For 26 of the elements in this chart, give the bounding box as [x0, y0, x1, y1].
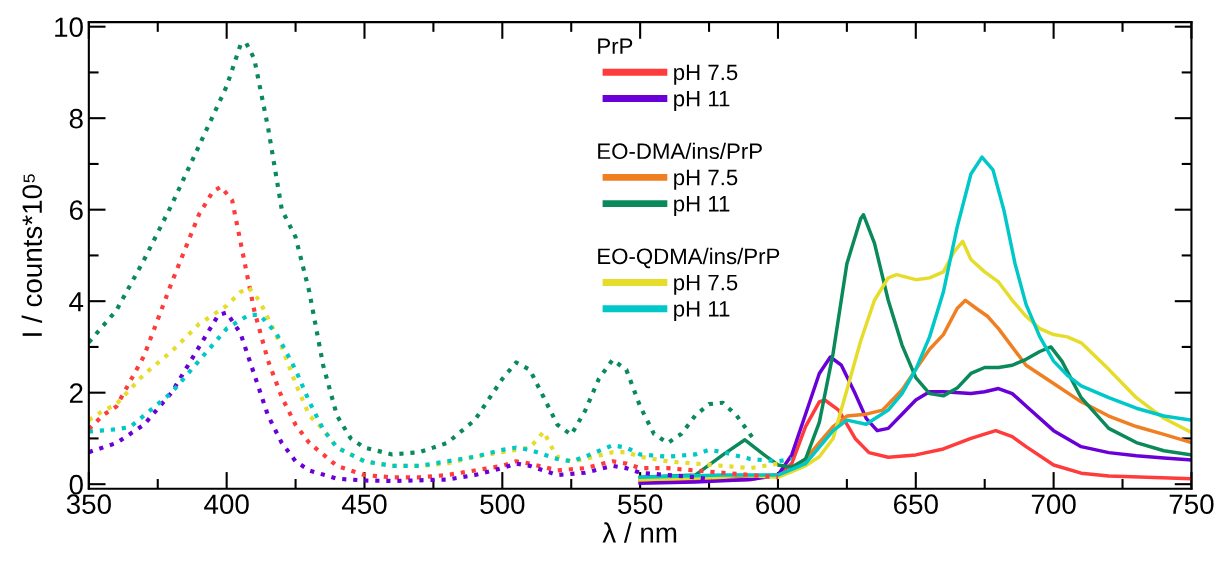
- x-tick-label: 450: [341, 494, 387, 515]
- x-tick-label: 600: [756, 494, 801, 515]
- y-tick-label: 0: [69, 474, 83, 495]
- annotation: EO-DMA/ins/PrP: [598, 142, 762, 160]
- annotation: EO-QDMA/ins/PrP: [598, 247, 780, 269]
- legend-label: pH 7.5: [674, 64, 738, 85]
- y-tick-label: 4: [69, 292, 84, 312]
- x-tick-label: 550: [618, 494, 663, 515]
- legend-label: pH 7.5: [674, 274, 738, 295]
- y-tick-label: 8: [69, 108, 83, 129]
- x-tick-label: 650: [894, 494, 938, 515]
- x-tick-label: 700: [1031, 494, 1076, 515]
- x-tick-label: 500: [480, 494, 525, 515]
- x-tick-label: 350: [66, 494, 111, 515]
- legend-label: pH 11: [674, 301, 730, 322]
- legend-label: pH 11: [674, 196, 730, 217]
- legend-label: pH 7.5: [674, 169, 738, 190]
- x-axis-title: λ / nm: [602, 522, 677, 543]
- y-tick-label: 6: [69, 200, 83, 221]
- x-tick-label: 400: [204, 494, 249, 515]
- y-tick-label: 10: [55, 17, 83, 38]
- x-tick-label: 750: [1169, 494, 1214, 515]
- annotation: PrP: [598, 38, 633, 54]
- legend-label: pH 11: [674, 91, 730, 111]
- y-tick-label: 2: [69, 383, 83, 403]
- y-axis-title: I / counts*10⁵: [21, 174, 43, 336]
